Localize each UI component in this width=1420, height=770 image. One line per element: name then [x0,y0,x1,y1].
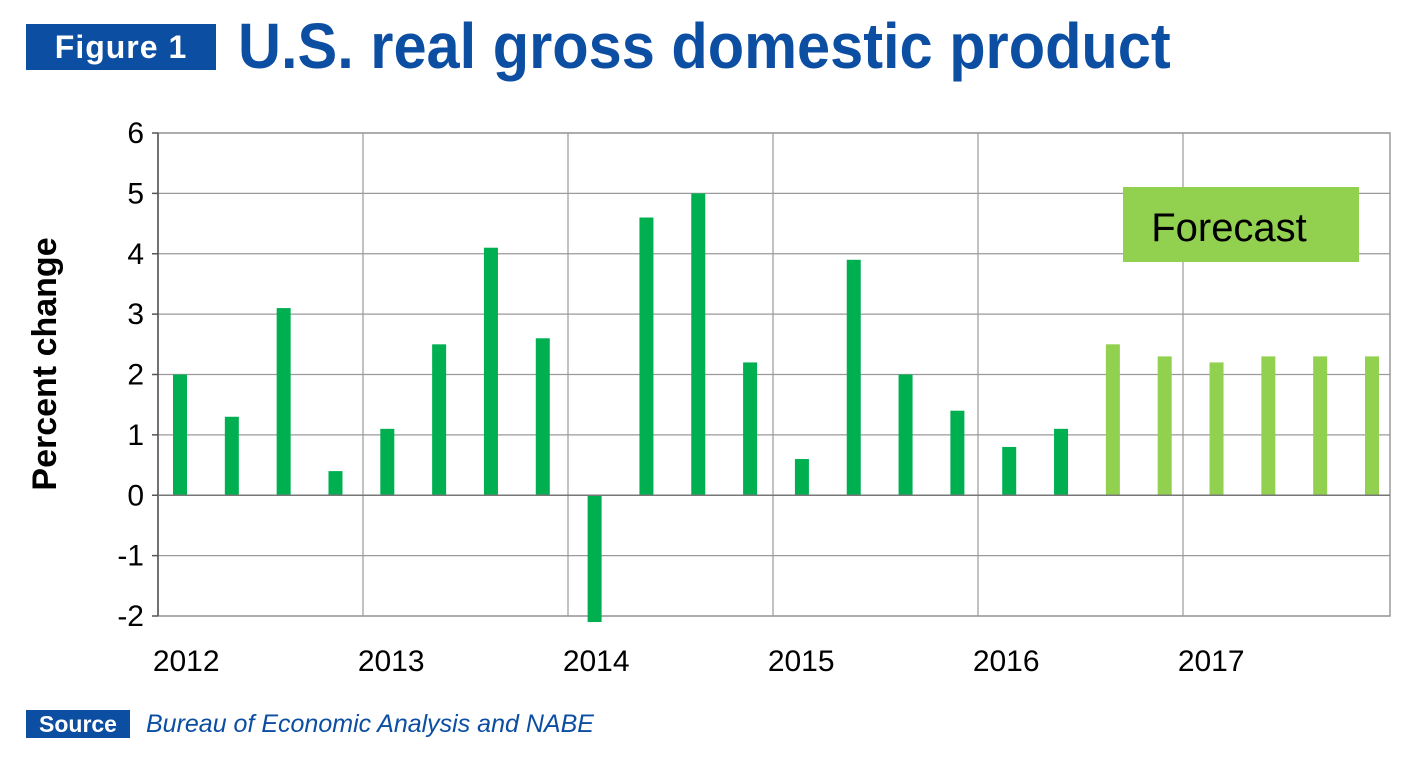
x-tick-label: 2015 [768,645,835,678]
bar [1105,344,1120,496]
bar [173,374,187,496]
y-axis-label: Percent change [26,237,64,490]
forecast-box-bg [1123,187,1359,262]
bar [328,471,343,496]
y-tick-label: 4 [127,238,144,271]
axes [152,132,1390,617]
bar [380,428,395,496]
bar [639,217,654,496]
bar [432,344,447,496]
y-tick-label: 5 [127,177,144,210]
bar [276,308,291,496]
chart-title: U.S. real gross domestic product [238,10,1171,82]
y-tick-label: 0 [127,479,144,512]
x-tick-label: 2016 [973,645,1040,678]
forecast-label: Forecast [1151,206,1307,250]
bar [535,338,550,496]
x-tick-label: 2013 [358,645,425,678]
figure-badge: Figure 1 [26,24,216,70]
x-tick-label: 2014 [563,645,630,678]
gridlines [157,132,1391,617]
bar [483,247,498,496]
bar [743,362,758,496]
x-tick-label: 2012 [153,645,220,678]
bar [1313,356,1328,496]
y-tick-label: 3 [127,298,144,331]
y-tick-label: 2 [127,359,144,392]
bar [1261,356,1276,496]
y-tick-label: 1 [127,419,144,452]
bar [846,259,861,496]
bar [587,495,602,623]
tick-labels: 6 5 4 3 2 1 0 -1 -2 2012 2013 2014 2015 2016 2017 [117,117,1244,678]
y-tick-label: 6 [127,117,144,150]
bar [1209,362,1224,496]
bar [794,459,809,496]
source-badge: Source [26,710,130,738]
x-tick-label: 2017 [1178,645,1245,678]
y-tick-label: -2 [117,600,144,633]
bar [950,410,965,496]
bar [224,416,239,496]
bar [1002,446,1017,496]
bars [173,193,1379,623]
bar [1365,356,1379,496]
y-tick-label: -1 [117,540,144,573]
forecast-annotation: Forecast [1123,187,1359,262]
bar [1157,356,1172,496]
source-text: Bureau of Economic Analysis and NABE [146,710,594,738]
bar [691,193,706,496]
bar [898,374,913,496]
bar [1054,428,1069,496]
